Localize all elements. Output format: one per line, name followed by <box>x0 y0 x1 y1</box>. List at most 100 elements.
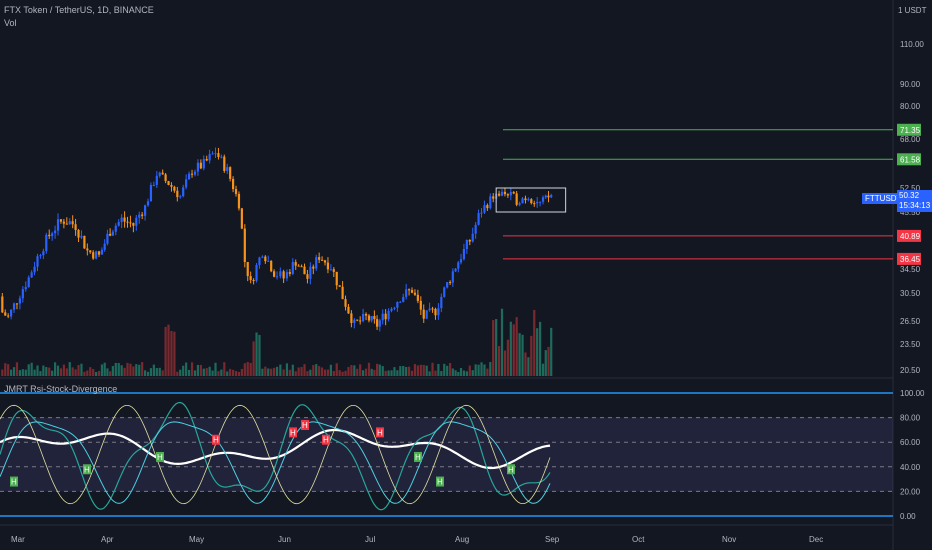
candle-body <box>223 156 226 171</box>
volume-bar <box>399 366 402 376</box>
consolidation-box[interactable] <box>495 187 567 213</box>
volume-bar <box>243 363 246 376</box>
candle-body <box>56 219 60 231</box>
volume-bar <box>74 369 77 376</box>
volume-bar <box>126 362 129 376</box>
candle-body <box>425 310 428 319</box>
volume-bar <box>141 362 144 376</box>
candle-body <box>226 167 229 171</box>
divergence-marker <box>376 427 384 438</box>
currency-label: 1 USDT <box>898 6 927 15</box>
volume-bar <box>370 368 373 376</box>
volume-bar <box>431 362 434 376</box>
symbol-price-tag: FTTUSDT <box>862 193 905 204</box>
candle-body <box>306 274 309 279</box>
candles <box>1 147 553 332</box>
volume-bar <box>443 363 446 376</box>
candle-body <box>500 191 504 196</box>
candle-body <box>521 198 524 204</box>
volume-bar <box>226 371 229 376</box>
candle-body <box>309 266 312 279</box>
volume-bar <box>515 317 518 376</box>
date-tick-label: Jul <box>365 535 375 544</box>
volume-bar <box>68 362 71 376</box>
osc-tick-label: 20.00 <box>900 487 921 496</box>
candle-body <box>297 265 300 267</box>
candle-body <box>214 153 217 155</box>
candle-body <box>524 198 527 201</box>
volume-bar <box>170 330 173 376</box>
symbol-name: FTTUSDT <box>865 194 902 203</box>
volume-bar <box>173 331 176 376</box>
candle-body <box>471 233 474 242</box>
candle-body <box>190 173 194 175</box>
candle-body <box>465 239 468 250</box>
divergence-marker-label: H <box>157 453 163 462</box>
candle-body <box>208 154 211 161</box>
volume-bar <box>539 321 542 376</box>
level-tag-label: 71.35 <box>900 126 921 135</box>
candle-body <box>367 315 371 321</box>
date-tick-label: Jun <box>278 535 291 544</box>
volume-bar <box>332 371 335 376</box>
divergence-marker <box>301 419 309 430</box>
volume-bar <box>434 370 437 376</box>
candle-body <box>544 195 547 198</box>
volume-bar <box>80 363 83 376</box>
candle-body <box>375 319 379 327</box>
candle-body <box>405 289 408 297</box>
candle-body <box>15 303 19 305</box>
price-tick-label: 30.50 <box>900 289 921 298</box>
indicator-title: JMRT Rsi-Stock-Divergence <box>4 384 118 394</box>
volume-bar <box>457 371 460 376</box>
candle-body <box>477 213 480 225</box>
date-tick-label: May <box>189 535 204 544</box>
candle-body <box>111 231 114 236</box>
last-price-tag: 50.32 15:34:13 <box>897 190 932 212</box>
volume-bar <box>550 327 553 376</box>
candle-body <box>275 276 279 278</box>
volume-bar <box>465 371 468 376</box>
candle-body <box>231 178 235 190</box>
level-tag <box>897 229 921 242</box>
volume-bar <box>440 371 443 376</box>
volume-bar <box>51 370 54 376</box>
divergence-marker-label: H <box>377 428 383 437</box>
candle-body <box>258 257 261 265</box>
candle-body <box>503 191 507 195</box>
candle-body <box>129 222 132 224</box>
volume-bar <box>306 371 309 376</box>
candle-body <box>410 290 414 293</box>
candle-body <box>350 313 353 324</box>
volume-bar <box>492 320 495 376</box>
volume-bar <box>509 321 512 376</box>
volume-bar <box>275 366 279 376</box>
candle-body <box>92 252 95 259</box>
candle-body <box>252 279 255 281</box>
candle-body <box>303 266 306 275</box>
last-price: 50.32 <box>899 191 920 200</box>
candle-body <box>164 174 167 182</box>
candle-body <box>53 230 57 234</box>
volume-bar <box>10 369 13 376</box>
volume-bar <box>237 371 241 376</box>
candle-body <box>89 250 92 253</box>
osc-tick-label: 80.00 <box>900 414 921 423</box>
volume-bar <box>350 365 353 376</box>
volume-bar <box>231 369 235 376</box>
candle-body <box>291 262 294 274</box>
candle-body <box>42 251 45 256</box>
candle-body <box>211 153 214 155</box>
volume-bar <box>53 362 57 376</box>
candle-body <box>83 235 86 249</box>
volume-bar <box>318 366 321 376</box>
candle-body <box>261 256 264 258</box>
candle-body <box>138 214 141 218</box>
volume-bar <box>359 364 362 376</box>
volume-bar <box>335 363 338 376</box>
candle-body <box>323 260 327 263</box>
volume-bar <box>315 364 318 376</box>
rsi-line <box>0 428 551 470</box>
